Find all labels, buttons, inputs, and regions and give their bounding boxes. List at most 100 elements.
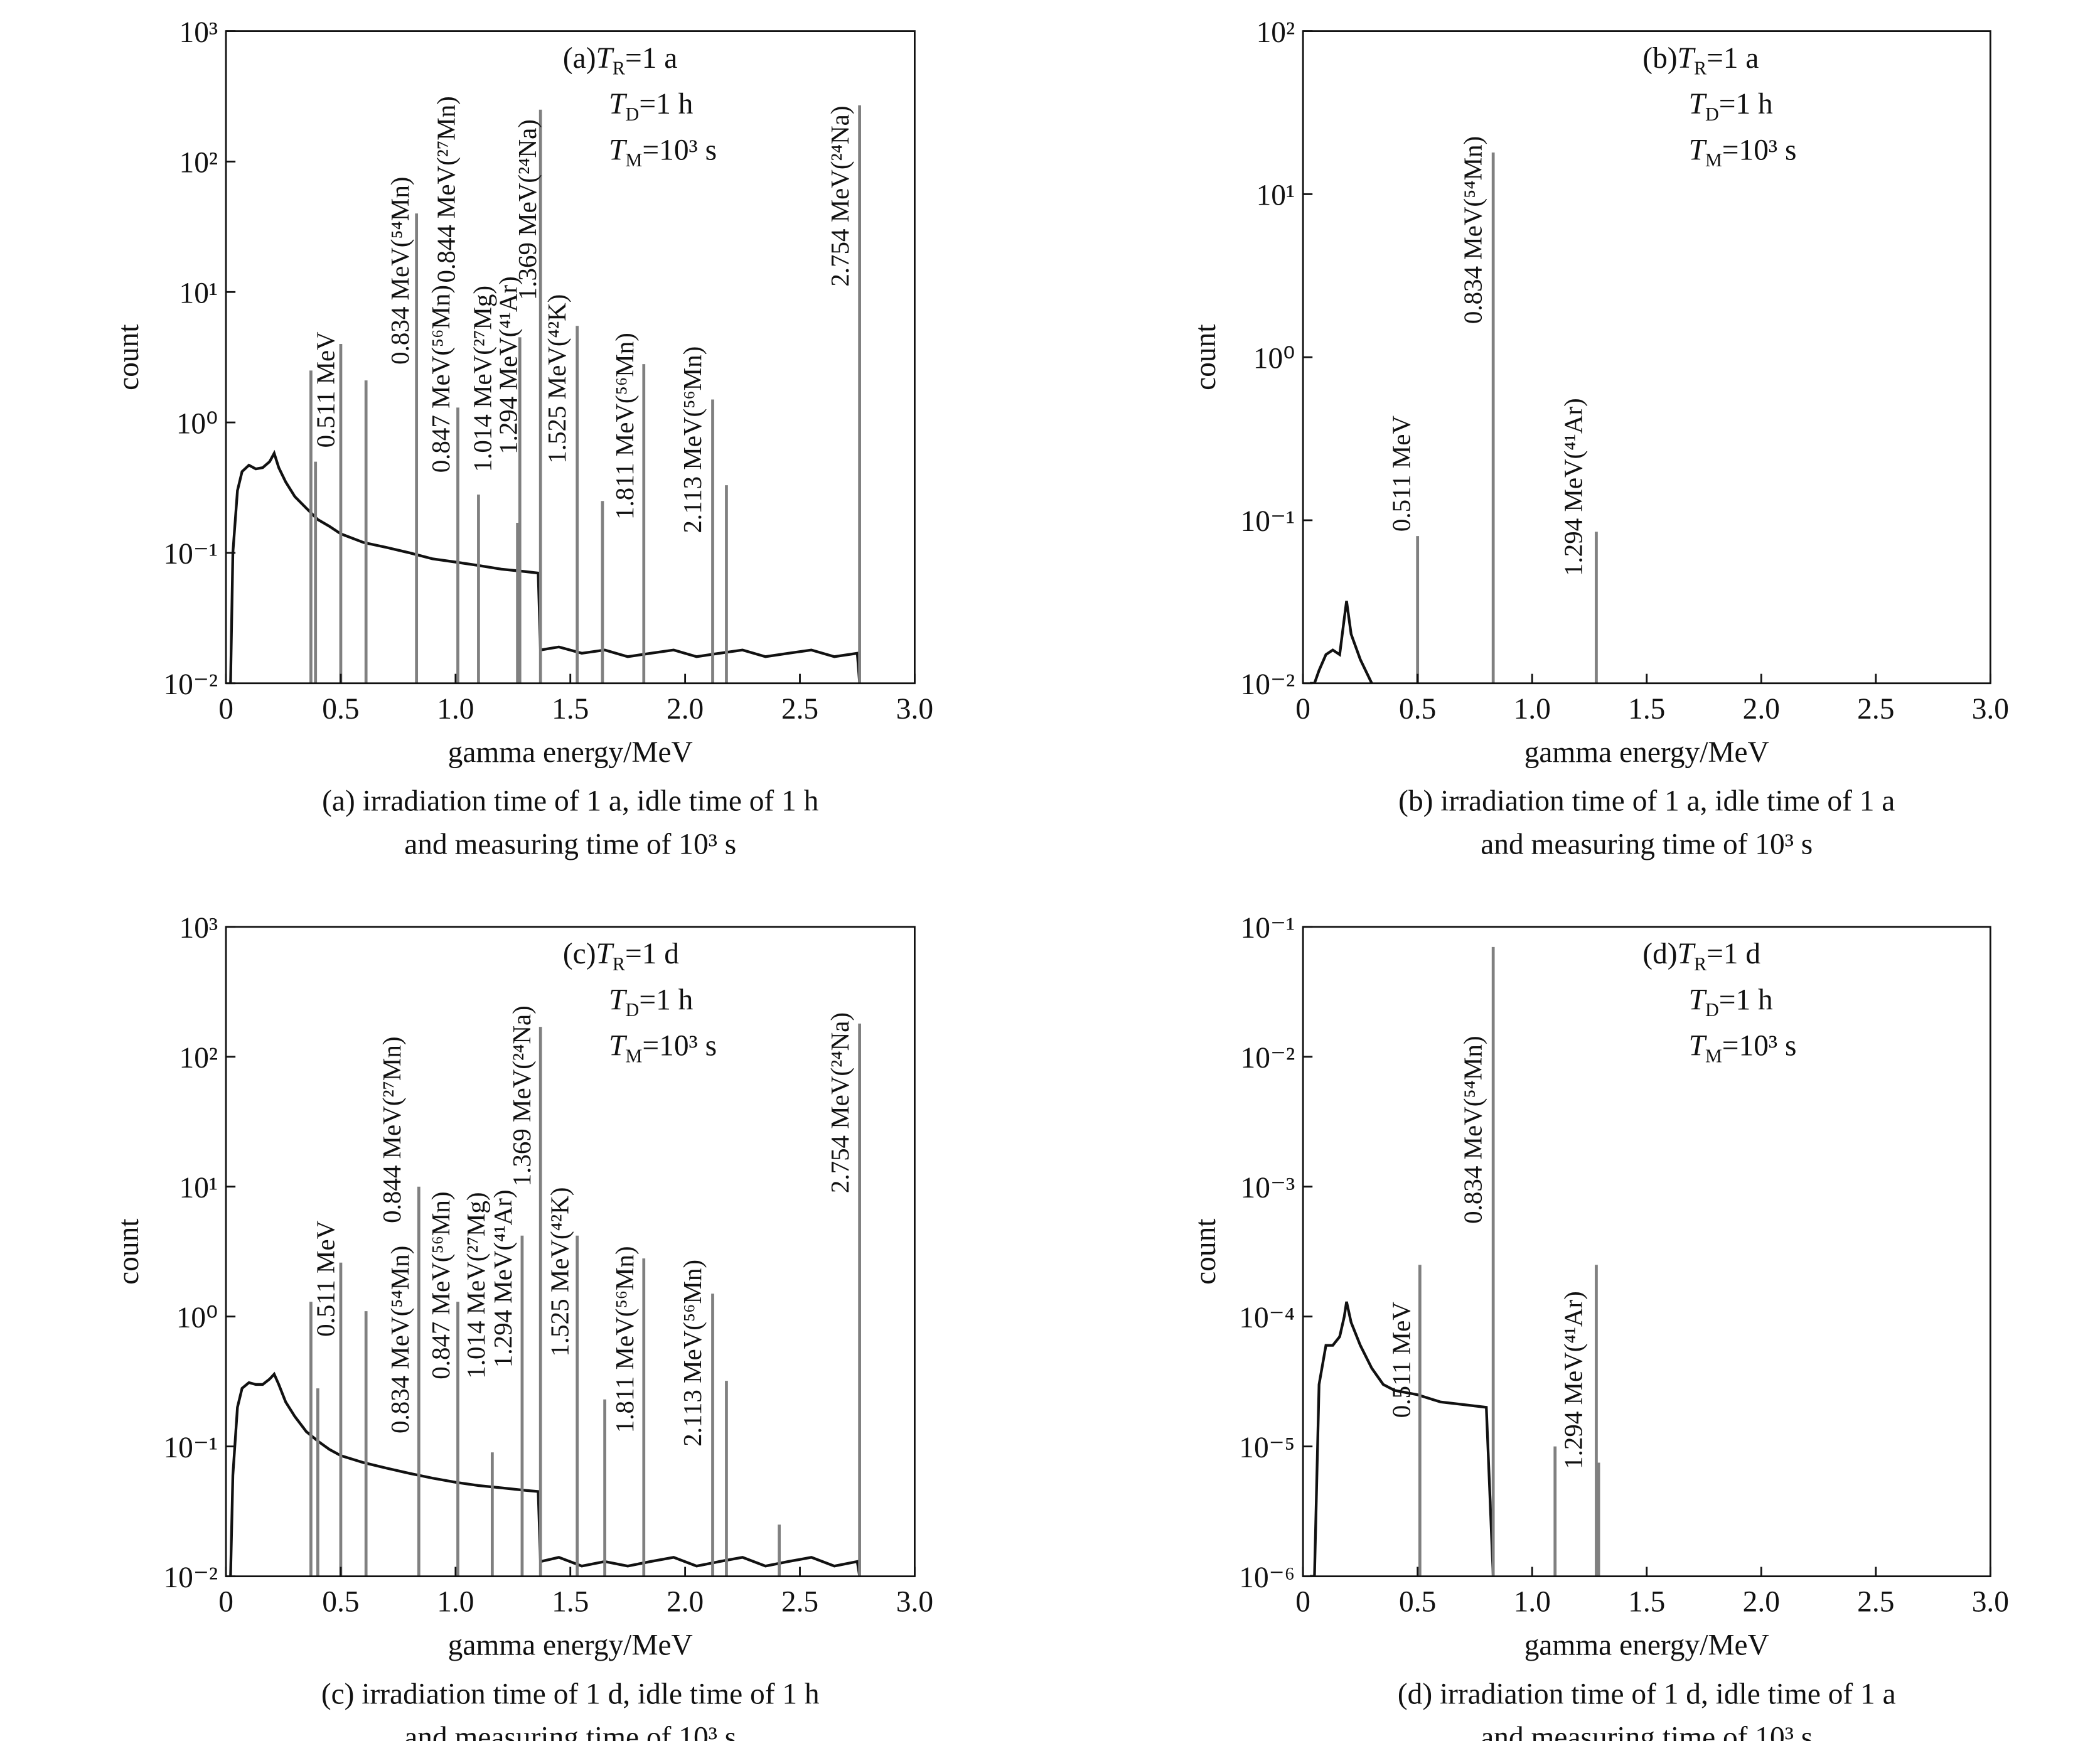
y-tick-label: 10² [179, 1042, 218, 1074]
subscript: M [626, 149, 643, 171]
condition-text: TD=1 h [609, 983, 693, 1020]
panel: 0 0.5 1.0 1.5 2.0 2.5 3.0 10⁻² 10⁻¹ 10⁰ 10¹ 10² 10³ g… [112, 912, 933, 1741]
x-tick-label: 2.0 [1743, 1586, 1780, 1619]
symbol: T [1689, 134, 1708, 166]
symbol: T [1678, 42, 1696, 75]
symbol: T [1678, 938, 1696, 970]
y-tick-label: 10⁻² [1241, 1042, 1295, 1074]
x-tick-label: 2.5 [781, 693, 818, 726]
caption: (a) irradiation time of 1 a, idle time o… [322, 785, 818, 817]
condition-text: (d)TR=1 d [1642, 938, 1760, 975]
condition-text: TM=10³ s [1689, 134, 1797, 171]
spectrum-line [1310, 1301, 1495, 1577]
y-axis-label: count [112, 324, 145, 390]
caption: (b) irradiation time of 1 a, idle time o… [1398, 785, 1895, 817]
peak-annotation: 1.014 MeV(²⁷Mg) [461, 1192, 490, 1378]
subscript: M [1705, 1045, 1722, 1066]
peak-annotation: 1.294 MeV(⁴¹Ar) [1558, 398, 1587, 576]
x-tick-label: 3.0 [896, 1586, 933, 1619]
peak-annotation: 1.525 MeV(⁴²K) [545, 1187, 574, 1357]
subscript: D [626, 999, 640, 1020]
peak-annotation: 2.113 MeV(⁵⁶Mn) [678, 346, 707, 533]
x-tick-label: 0.5 [1399, 1586, 1436, 1619]
y-tick-label: 10³ [179, 912, 218, 945]
x-tick-label: 1.5 [1628, 1586, 1665, 1619]
condition-value: =1 d [625, 938, 679, 970]
peak-annotation: 0.844 MeV(²⁷Mn) [377, 1037, 406, 1223]
spectrum-line [229, 1371, 861, 1577]
y-tick-label: 10² [1256, 16, 1295, 49]
peak-annotation: 0.844 MeV(²⁷Mn) [431, 96, 460, 282]
peak-annotation: 0.847 MeV(⁵⁶Mn) [426, 285, 455, 473]
y-tick-label: 10² [179, 147, 218, 179]
plot-area [1310, 153, 1598, 683]
condition-text: (a)TR=1 a [563, 42, 677, 79]
condition-value: =1 h [639, 88, 693, 121]
condition-value: =1 h [1719, 983, 1773, 1016]
panel-label: (a) [563, 42, 596, 75]
peak-annotation: 0.834 MeV(⁵⁴Mn) [385, 177, 414, 365]
condition-text: TM=10³ s [1689, 1030, 1797, 1067]
caption: (d) irradiation time of 1 d, idle time o… [1398, 1678, 1896, 1710]
peak-annotation: 1.294 MeV(⁴¹Ar) [494, 276, 523, 454]
condition-value: =10³ s [642, 134, 717, 166]
peak-annotation: 2.113 MeV(⁵⁶Mn) [678, 1260, 707, 1447]
symbol: T [609, 88, 628, 121]
subscript: D [626, 104, 640, 125]
x-axis-label: gamma energy/MeV [448, 1629, 693, 1662]
plot-frame [1302, 30, 1991, 685]
subscript: M [626, 1045, 643, 1066]
symbol: T [609, 134, 628, 166]
peak-annotation: 1.369 MeV(²⁴Na) [507, 1005, 536, 1186]
x-tick-label: 2.0 [667, 1586, 704, 1619]
spectrum-line [229, 449, 861, 683]
y-tick-label: 10⁻² [1241, 668, 1295, 701]
subscript: M [1705, 149, 1722, 171]
y-tick-label: 10³ [179, 16, 218, 49]
condition-text: (c)TR=1 d [563, 938, 679, 975]
y-tick-label: 10⁰ [1253, 342, 1295, 375]
subscript: D [1705, 999, 1719, 1020]
panel: 0 0.5 1.0 1.5 2.0 2.5 3.0 10⁻⁶ 10⁻⁵ 10⁻⁴ 10⁻³ 10⁻² 1… [1189, 912, 2009, 1741]
x-tick-label: 1.0 [1514, 693, 1551, 726]
y-tick-label: 10⁻¹ [163, 538, 218, 571]
x-tick-label: 0.5 [322, 1586, 359, 1619]
panel-label: (c) [563, 938, 596, 970]
y-tick-label: 10⁻⁴ [1239, 1302, 1295, 1334]
peak-annotation: 0.511 MeV [311, 1220, 340, 1336]
plot-area [1310, 946, 1600, 1577]
condition-value: =1 d [1706, 938, 1760, 970]
peak-annotation: 1.294 MeV(⁴¹Ar) [1558, 1291, 1587, 1469]
x-tick-label: 1.5 [552, 693, 589, 726]
peak-annotation: 1.525 MeV(⁴²K) [542, 294, 571, 464]
peak-annotation: 1.811 MeV(⁵⁶Mn) [610, 1246, 639, 1433]
plot-frame [225, 30, 916, 685]
x-axis-label: gamma energy/MeV [448, 736, 693, 769]
peak-annotation: 1.811 MeV(⁵⁶Mn) [610, 333, 639, 520]
condition-text: TD=1 h [1689, 88, 1773, 125]
peak-annotation: 1.014 MeV(²⁷Mg) [468, 286, 497, 472]
condition-text: TD=1 h [609, 88, 693, 125]
x-tick-label: 1.0 [437, 1586, 474, 1619]
symbol: T [1689, 1030, 1708, 1063]
panel: 0 0.5 1.0 1.5 2.0 2.5 3.0 10⁻² 10⁻¹ 10⁰ 10¹ 10² gamm… [1189, 16, 2009, 861]
plot-frame [1302, 926, 1991, 1578]
y-tick-label: 10⁻¹ [1241, 912, 1295, 945]
subscript: D [1705, 104, 1719, 125]
panel: 0 0.5 1.0 1.5 2.0 2.5 3.0 10⁻² 10⁻¹ 10⁰ 10¹ 10² 10³ g… [112, 16, 933, 861]
x-tick-label: 3.0 [1972, 693, 2009, 726]
peak-annotation: 0.511 MeV [1386, 1302, 1415, 1418]
condition-value: =10³ s [642, 1030, 717, 1063]
y-tick-label: 10⁰ [176, 407, 218, 440]
condition-value: =10³ s [1722, 1030, 1797, 1063]
peak-annotation: 1.369 MeV(²⁴Na) [513, 119, 542, 300]
condition-text: (b)TR=1 a [1642, 42, 1759, 79]
y-tick-label: 10⁻⁵ [1239, 1432, 1295, 1464]
condition-value: =1 h [1719, 88, 1773, 121]
condition-value: =1 a [1706, 42, 1759, 75]
x-tick-label: 1.5 [552, 1586, 589, 1619]
y-tick-label: 10⁻¹ [163, 1432, 218, 1464]
plot-area [229, 105, 861, 683]
x-tick-label: 3.0 [1972, 1586, 2009, 1619]
